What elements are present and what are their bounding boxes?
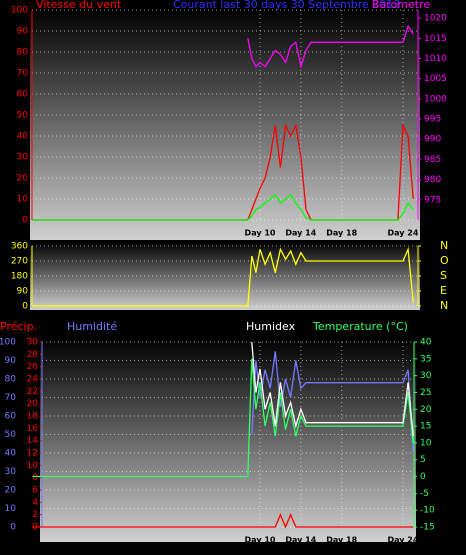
y2-tick-label: 1000	[424, 94, 447, 104]
y-tick-label: 10	[5, 504, 17, 514]
series-line	[251, 351, 414, 454]
y2-tick-label: S	[440, 269, 447, 282]
y-tick-label: 360	[11, 242, 28, 252]
y3-tick-label: 18	[27, 412, 39, 422]
y-tick-label: 50	[17, 111, 29, 121]
y-tick-label: 90	[5, 356, 17, 366]
y-tick-label: 0	[22, 216, 28, 226]
y2-tick-label: -5	[420, 489, 429, 499]
y-tick-label: 40	[5, 449, 17, 459]
x-tick-label: Day 18	[326, 229, 357, 238]
y2-tick-label: N	[440, 299, 448, 312]
y2-tick-label: -10	[420, 506, 435, 516]
legend-label: Précip.	[0, 320, 37, 333]
y3-tick-label: 14	[27, 436, 39, 446]
series-line	[32, 358, 414, 478]
y3-tick-label: 22	[27, 387, 38, 397]
y2-tick-label: 10	[420, 438, 432, 448]
x-tick-label: Day 14	[285, 229, 316, 238]
legend-label: Temperature (°C)	[312, 320, 408, 333]
y-tick-label: 70	[5, 393, 17, 403]
y2-tick-label: 980	[424, 175, 441, 185]
y-tick-label: 30	[5, 467, 17, 477]
y-tick-label: 20	[17, 174, 29, 184]
y-tick-label: 0	[22, 302, 28, 312]
y-tick-label: 100	[11, 6, 28, 16]
y2-tick-label: 25	[420, 388, 431, 398]
y2-tick-label: 975	[424, 195, 441, 205]
y3-tick-label: 6	[32, 486, 38, 496]
y3-tick-label: 10	[27, 461, 39, 471]
y2-tick-label: 35	[420, 354, 431, 364]
y2-tick-label: 5	[420, 455, 426, 465]
series-line	[32, 513, 414, 529]
legend-label: Humidex	[246, 320, 296, 333]
y2-tick-label: 15	[420, 422, 431, 432]
x-tick-label: Day 10	[245, 229, 276, 238]
y2-tick-label: 0	[420, 472, 426, 482]
y2-tick-label: O	[440, 254, 449, 267]
y-tick-label: 10	[17, 195, 29, 205]
y-tick-label: 60	[5, 412, 17, 422]
y2-tick-label: 1015	[424, 34, 447, 44]
y3-tick-label: 16	[27, 424, 39, 434]
y3-tick-label: 12	[27, 449, 38, 459]
series-line	[251, 341, 414, 437]
y2-tick-label: E	[440, 284, 447, 297]
y-tick-label: 0	[10, 523, 16, 533]
y-tick-label: 90	[17, 287, 29, 297]
y2-tick-label: 985	[424, 155, 441, 165]
y3-tick-label: 30	[27, 338, 39, 348]
legend-label: Barometre	[372, 0, 430, 11]
y2-tick-label: 1010	[424, 54, 447, 64]
x-tick-label: Day 10	[245, 536, 276, 545]
y2-tick-label: 1005	[424, 74, 447, 84]
chart-title: Courant last 30 days 30 Septembre 2013	[173, 0, 400, 11]
legend-label: Humidité	[67, 320, 117, 333]
y2-tick-label: 990	[424, 135, 441, 145]
y3-tick-label: 2	[32, 510, 38, 520]
y-tick-label: 90	[17, 27, 29, 37]
y2-tick-label: 30	[420, 371, 432, 381]
y-tick-label: 270	[11, 257, 28, 267]
x-tick-label: Day 24	[388, 229, 419, 238]
y-tick-label: 100	[0, 338, 16, 348]
y-tick-label: 180	[11, 272, 28, 282]
y3-tick-label: 28	[27, 350, 39, 360]
y3-tick-label: 4	[32, 498, 38, 508]
plot-background	[40, 338, 416, 542]
x-tick-label: Day 14	[285, 536, 316, 545]
y-tick-label: 60	[17, 90, 29, 100]
plot-background	[30, 8, 420, 240]
y3-tick-label: 20	[27, 399, 39, 409]
y-tick-label: 30	[17, 153, 29, 163]
series-line	[32, 193, 414, 221]
y2-tick-label: 1020	[424, 14, 447, 24]
series-line	[247, 24, 414, 70]
y2-tick-label: 40	[420, 338, 432, 348]
y-tick-label: 70	[17, 69, 29, 79]
y-tick-label: 40	[17, 132, 29, 142]
y2-tick-label: 995	[424, 115, 441, 125]
x-tick-label: Day 18	[326, 536, 357, 545]
y2-tick-label: 20	[420, 405, 432, 415]
y3-tick-label: 8	[32, 473, 38, 483]
y-tick-label: 50	[5, 430, 17, 440]
legend-label: Vitesse du vent	[36, 0, 122, 11]
y-tick-label: 80	[17, 48, 29, 58]
series-line	[32, 246, 414, 307]
y-tick-label: 20	[5, 486, 17, 496]
x-tick-label: Day 24	[388, 536, 419, 545]
y2-tick-label: -15	[420, 523, 435, 533]
y3-tick-label: 26	[27, 362, 39, 372]
y2-tick-label: N	[440, 239, 448, 252]
y3-tick-label: 24	[27, 375, 39, 385]
y-tick-label: 80	[5, 375, 17, 385]
